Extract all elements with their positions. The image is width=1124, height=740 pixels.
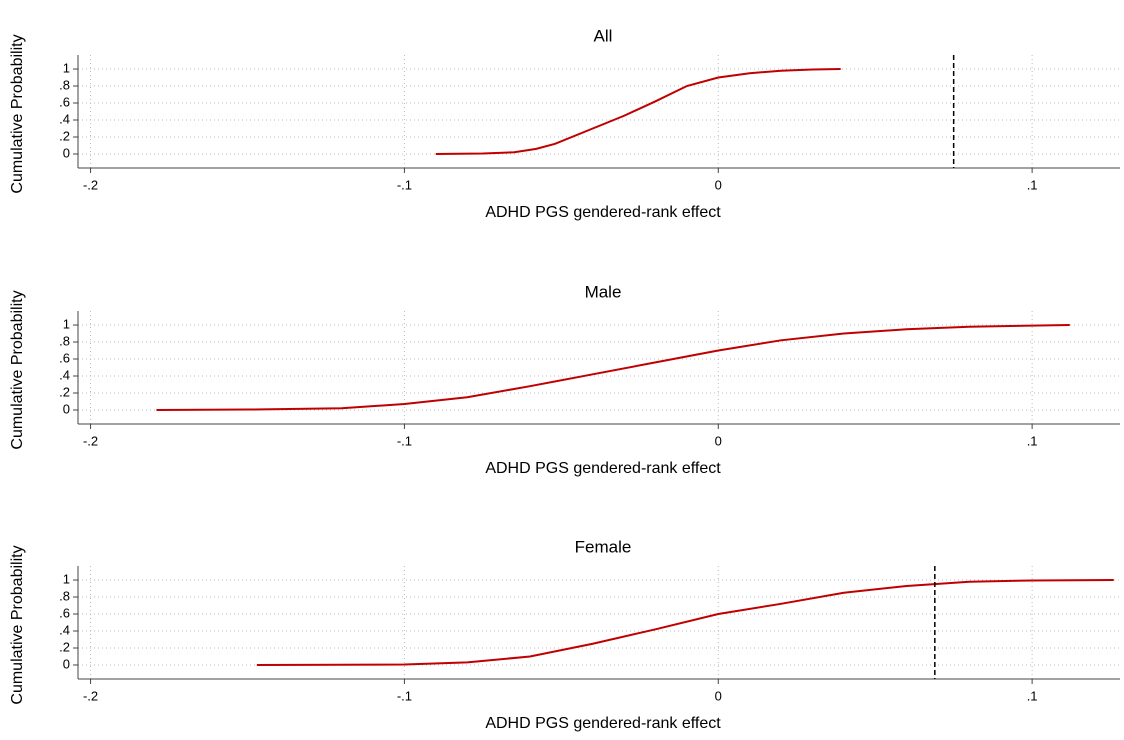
y-tick-label: 1 bbox=[63, 60, 70, 75]
y-tick-label: 0 bbox=[63, 145, 70, 160]
x-tick-label: 0 bbox=[715, 433, 722, 448]
y-tick-label: .2 bbox=[59, 384, 70, 399]
x-tick-label: -.1 bbox=[397, 433, 412, 448]
y-tick-label: 1 bbox=[63, 571, 70, 586]
x-axis-label: ADHD PGS gendered-rank effect bbox=[485, 204, 721, 221]
y-tick-label: .6 bbox=[59, 94, 70, 109]
x-tick-label: -.2 bbox=[83, 688, 98, 703]
y-tick-label: .8 bbox=[59, 588, 70, 603]
y-tick-label: .4 bbox=[59, 622, 70, 637]
y-tick-label: 0 bbox=[63, 401, 70, 416]
y-tick-label: .2 bbox=[59, 639, 70, 654]
cdf-line bbox=[156, 324, 1070, 411]
cdf-line bbox=[435, 68, 841, 155]
panel-title: Male bbox=[585, 282, 622, 301]
y-tick-label: .6 bbox=[59, 350, 70, 365]
x-tick-label: .1 bbox=[1027, 433, 1038, 448]
y-axis-label: Cumulative Probability bbox=[9, 34, 26, 193]
y-tick-label: .8 bbox=[59, 333, 70, 348]
x-tick-label: 0 bbox=[715, 688, 722, 703]
x-axis-label: ADHD PGS gendered-rank effect bbox=[485, 460, 721, 477]
x-tick-label: .1 bbox=[1027, 688, 1038, 703]
x-axis-label: ADHD PGS gendered-rank effect bbox=[485, 715, 721, 732]
y-tick-label: .6 bbox=[59, 605, 70, 620]
y-tick-label: .4 bbox=[59, 367, 70, 382]
y-tick-label: 1 bbox=[63, 316, 70, 331]
y-axis-label: Cumulative Probability bbox=[9, 290, 26, 449]
y-axis-label: Cumulative Probability bbox=[9, 545, 26, 704]
x-tick-label: -.2 bbox=[83, 433, 98, 448]
x-tick-label: -.1 bbox=[397, 177, 412, 192]
y-tick-label: .8 bbox=[59, 77, 70, 92]
panel-title: Female bbox=[575, 537, 632, 556]
cdf-line bbox=[256, 579, 1114, 666]
x-tick-label: -.2 bbox=[83, 177, 98, 192]
x-tick-label: .1 bbox=[1027, 177, 1038, 192]
y-tick-label: .4 bbox=[59, 111, 70, 126]
x-tick-label: 0 bbox=[715, 177, 722, 192]
panel-title: All bbox=[594, 26, 613, 45]
y-tick-label: .2 bbox=[59, 128, 70, 143]
x-tick-label: -.1 bbox=[397, 688, 412, 703]
y-tick-label: 0 bbox=[63, 656, 70, 671]
